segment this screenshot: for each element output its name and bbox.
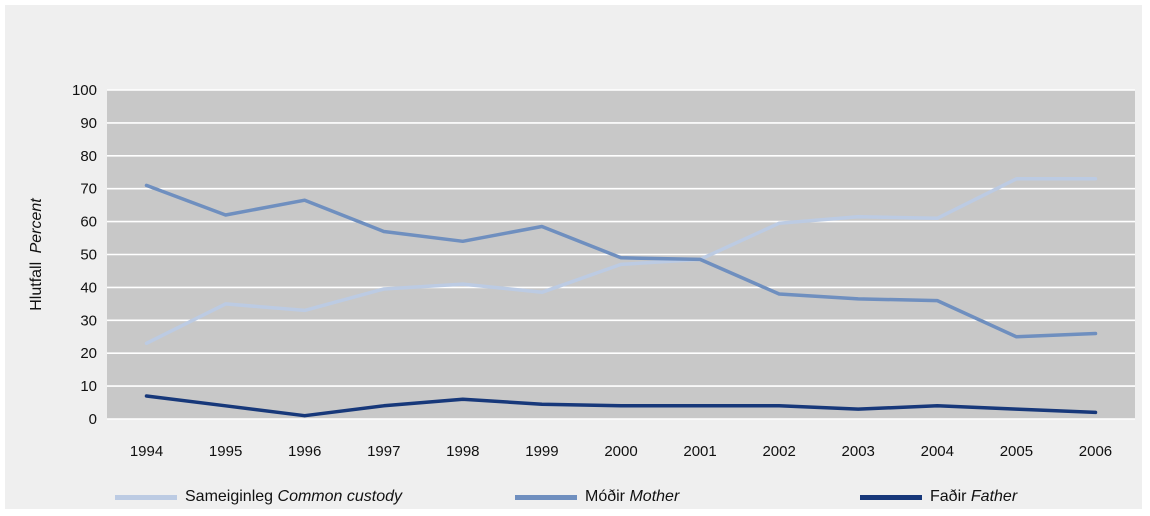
legend-label-mother-en: Mother (629, 488, 680, 505)
x-tick-label: 1998 (446, 443, 479, 460)
legend-swatch-mother (515, 494, 577, 500)
legend-label-father: Faðir Father (930, 488, 1017, 506)
x-tick-label: 1995 (209, 443, 242, 460)
legend-label-mother: Móðir Mother (585, 488, 679, 506)
chart-frame: 0 10 20 30 40 50 60 70 80 90 100 1994 1995 1996 1997 1… (5, 5, 1142, 509)
x-tick-label: 2000 (604, 443, 637, 460)
x-axis-ticks: 1994 1995 1996 1997 1998 1999 2000 2001 2002 2003… (130, 443, 1112, 460)
legend-swatch-father (860, 494, 922, 500)
gridlines (107, 89, 1135, 420)
x-tick-label: 1999 (525, 443, 558, 460)
x-tick-label: 2001 (683, 443, 716, 460)
legend-item-father: Faðir Father (860, 486, 1017, 508)
y-tick-label: 40 (80, 279, 97, 296)
x-tick-label: 2003 (842, 443, 875, 460)
y-tick-label: 50 (80, 247, 97, 264)
legend-label-common-custody-en: Common custody (277, 488, 403, 505)
y-tick-label: 70 (80, 181, 97, 198)
x-tick-label: 2002 (762, 443, 795, 460)
y-tick-label: 100 (72, 82, 97, 99)
y-axis-ticks: 0 10 20 30 40 50 60 70 80 90 100 (72, 82, 97, 428)
legend-label-father-en: Father (970, 488, 1018, 505)
y-tick-label: 80 (80, 148, 97, 165)
x-tick-label: 1994 (130, 443, 163, 460)
legend-label-father-is: Faðir (930, 488, 967, 505)
series-line-common (144, 177, 1098, 346)
legend-item-common-custody: Sameiginleg Common custody (115, 486, 402, 508)
legend-label-common-custody-is: Sameiginleg (185, 488, 274, 505)
x-tick-label: 1996 (288, 443, 321, 460)
y-tick-label: 10 (80, 378, 97, 395)
x-tick-label: 1997 (367, 443, 400, 460)
legend-swatch-common-custody (115, 494, 177, 500)
legend-label-mother-is: Móðir (585, 488, 626, 505)
x-tick-label: 2006 (1079, 443, 1112, 460)
series-line-father (144, 394, 1098, 418)
legend-item-mother: Móðir Mother (515, 486, 679, 508)
y-axis-label: Hlutfall Percent (28, 198, 45, 311)
series-line-mother (144, 183, 1098, 339)
y-tick-label: 60 (80, 214, 97, 231)
y-tick-label: 30 (80, 312, 97, 329)
series-lines (144, 177, 1098, 418)
y-axis-label-en: Percent (28, 198, 45, 254)
x-tick-label: 2005 (1000, 443, 1033, 460)
y-tick-label: 20 (80, 345, 97, 362)
y-axis-label-is: Hlutfall (28, 262, 45, 311)
y-tick-label: 0 (89, 411, 97, 428)
x-tick-label: 2004 (921, 443, 954, 460)
y-tick-label: 90 (80, 115, 97, 132)
legend-label-common-custody: Sameiginleg Common custody (185, 488, 402, 506)
